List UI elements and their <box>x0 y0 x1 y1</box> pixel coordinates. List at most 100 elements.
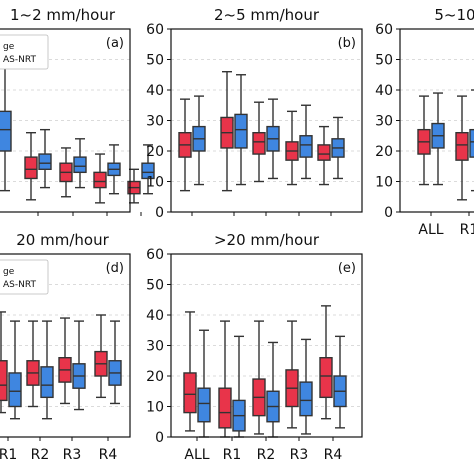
box-gauge <box>93 153 107 204</box>
panel-label: (b) <box>338 36 356 51</box>
y-tick-label: 50 <box>146 278 164 294</box>
box-gauge <box>127 168 141 204</box>
panel-d: R1 R2 R3 R4 20 mm/hour (d) ge AS-NRT <box>0 231 131 463</box>
x-tick-label: R4 <box>99 447 118 463</box>
panel-title: 5~10 <box>434 6 474 24</box>
legend-box <box>0 259 49 295</box>
legend-label: AS-NRT <box>3 55 36 65</box>
box-gauge <box>319 305 333 420</box>
box-iqr <box>455 131 469 161</box>
panel-b: 0 10 20 30 40 50 60 2~5 mm/hour (b) <box>146 6 363 221</box>
y-tick-label: 10 <box>146 400 164 416</box>
x-tick-label: R2 <box>31 447 50 463</box>
box-iqr <box>183 372 197 414</box>
x-tick-label: R2 <box>257 447 276 463</box>
panel-c: 0 10 20 30 40 50 60 ALL R1 5~10 <box>375 6 474 238</box>
box-iqr <box>0 360 8 402</box>
y-tick-label: 60 <box>146 22 164 38</box>
box-nrt <box>299 338 313 435</box>
y-tick-label: 60 <box>375 22 393 38</box>
box-gauge <box>252 320 266 435</box>
box-gauge <box>285 110 299 186</box>
box-gauge <box>59 147 73 198</box>
box-iqr <box>38 153 52 171</box>
box-gauge <box>218 320 232 438</box>
y-tick-label: 40 <box>375 83 393 99</box>
box-iqr <box>0 110 12 152</box>
legend-label: AS-NRT <box>3 280 36 290</box>
box-iqr <box>319 357 333 399</box>
y-tick-label: 40 <box>146 83 164 99</box>
y-tick-label: 50 <box>375 53 393 69</box>
legend: ge AS-NRT <box>0 259 49 295</box>
panel-title: 20 mm/hour <box>16 231 109 249</box>
box-nrt <box>73 138 87 189</box>
box-gauge <box>252 101 266 183</box>
x-tick-label: R1 <box>0 447 17 463</box>
y-tick-label: 50 <box>146 53 164 69</box>
box-iqr <box>218 387 232 429</box>
box-iqr <box>197 387 211 423</box>
box-iqr <box>73 156 87 174</box>
panel-label: (a) <box>106 36 124 51</box>
y-tick-label: 0 <box>155 205 164 221</box>
x-tick-label: ALL <box>418 222 443 238</box>
y-tick-label: 30 <box>146 339 164 355</box>
box-iqr <box>299 381 313 417</box>
y-tick-label: 60 <box>146 247 164 263</box>
box-nrt <box>107 144 121 195</box>
axes-frame <box>0 28 131 213</box>
x-tick-label: ALL <box>184 447 209 463</box>
box-nrt <box>197 329 211 438</box>
box-iqr <box>40 366 54 399</box>
box-iqr <box>141 162 155 180</box>
box-nrt <box>192 95 206 186</box>
box-nrt <box>40 320 54 420</box>
box-gauge <box>58 317 72 405</box>
box-nrt <box>232 335 246 438</box>
box-iqr <box>317 144 331 161</box>
panel-a: 1~2 mm/hour (a) ge AS-NRT <box>0 6 155 216</box>
box-gauge <box>317 125 331 186</box>
box-nrt <box>333 335 347 429</box>
legend-label: ge <box>3 42 15 52</box>
y-tick-label: 0 <box>384 205 393 221</box>
box-iqr <box>24 156 38 180</box>
box-gauge <box>220 70 234 192</box>
box-iqr <box>299 135 313 158</box>
panel-title: 2~5 mm/hour <box>214 6 320 24</box>
legend-box <box>0 34 49 70</box>
x-tick-label: R3 <box>290 447 309 463</box>
box-nrt <box>8 320 22 420</box>
box-gauge <box>417 95 431 186</box>
panel-title: >20 mm/hour <box>214 231 320 249</box>
box-nrt <box>431 92 445 186</box>
box-nrt <box>72 320 86 411</box>
box-nrt <box>234 74 248 186</box>
panel-e: 0 10 20 30 40 50 60 ALL R1 R2 R3 R4 >20 mm/hour (e) <box>146 231 363 463</box>
y-tick-label: 30 <box>146 114 164 130</box>
box-iqr <box>469 128 474 158</box>
y-tick-label: 20 <box>375 144 393 160</box>
box-iqr <box>8 372 22 408</box>
box-nrt <box>108 320 122 405</box>
axes-frame <box>0 253 131 438</box>
y-tick-label: 10 <box>375 175 393 191</box>
panel-label: (e) <box>338 261 356 276</box>
box-gauge <box>26 320 40 408</box>
box-iqr <box>234 113 248 149</box>
box-gauge <box>183 311 197 432</box>
box-nrt <box>469 89 474 192</box>
y-tick-label: 20 <box>146 369 164 385</box>
y-tick-label: 40 <box>146 308 164 324</box>
box-gauge <box>94 314 108 399</box>
box-iqr <box>93 171 107 189</box>
box-nrt <box>0 64 12 192</box>
box-nrt <box>331 116 345 180</box>
box-nrt <box>266 341 280 438</box>
box-nrt <box>299 104 313 180</box>
box-iqr <box>252 131 266 155</box>
x-tick-label: R4 <box>324 447 343 463</box>
y-tick-label: 30 <box>375 114 393 130</box>
